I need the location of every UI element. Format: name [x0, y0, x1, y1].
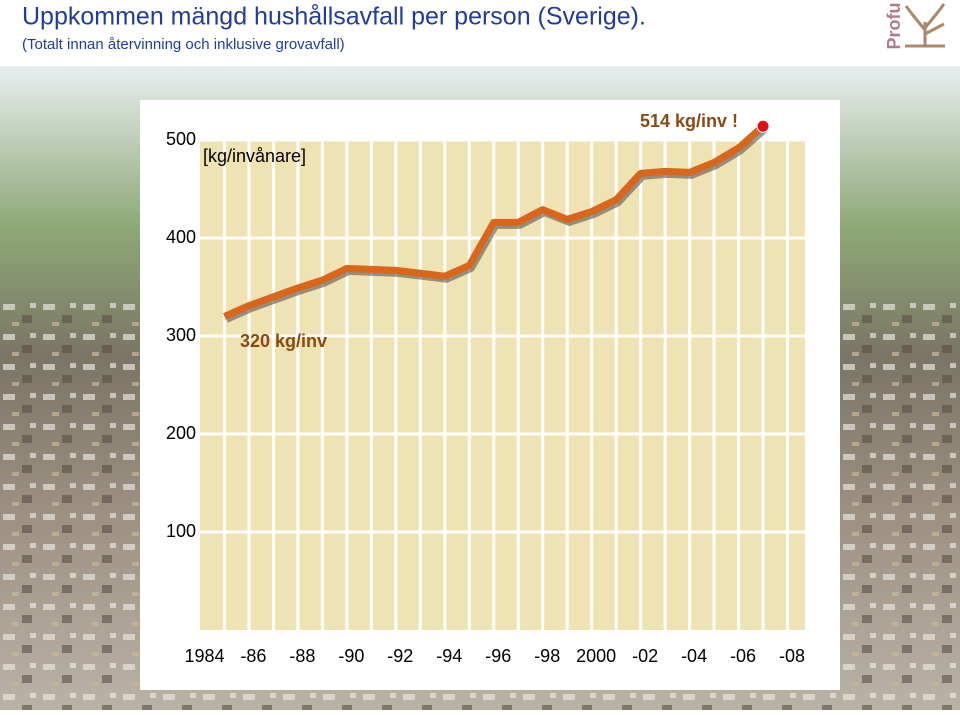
- x-tick-label: -06: [730, 646, 756, 666]
- x-tick-label: 1984: [184, 646, 224, 666]
- x-tick-label: -04: [681, 646, 707, 666]
- y-tick-label: 400: [166, 227, 196, 247]
- header: [0, 0, 960, 66]
- x-tick-label: 2000: [576, 646, 616, 666]
- x-tick-label: -96: [485, 646, 511, 666]
- annotation: 320 kg/inv: [240, 331, 327, 351]
- x-tick-label: -92: [387, 646, 413, 666]
- x-tick-label: -08: [779, 646, 805, 666]
- data-line: [223, 123, 766, 320]
- chart-title: Uppkommen mängd hushållsavfall per perso…: [22, 3, 646, 31]
- x-tick-label: -98: [534, 646, 560, 666]
- logo-tree: [904, 3, 946, 48]
- x-tick-label: -02: [632, 646, 658, 666]
- chart-subtitle: (Totalt innan återvinning och inklusive …: [22, 36, 345, 53]
- logo-text: Profu: [884, 3, 904, 50]
- y-tick-label: 300: [166, 325, 196, 345]
- x-tick-label: -94: [436, 646, 462, 666]
- y-tick-label: 200: [166, 423, 196, 443]
- y-tick-label: 500: [166, 129, 196, 149]
- x-tick-label: -86: [240, 646, 266, 666]
- y-axis-unit: [kg/invånare]: [203, 146, 306, 166]
- x-tick-label: -90: [338, 646, 364, 666]
- y-tick-label: 100: [166, 521, 196, 541]
- x-tick-label: -88: [289, 646, 315, 666]
- annotation: 514 kg/inv !: [640, 111, 738, 131]
- end-point: [756, 119, 770, 133]
